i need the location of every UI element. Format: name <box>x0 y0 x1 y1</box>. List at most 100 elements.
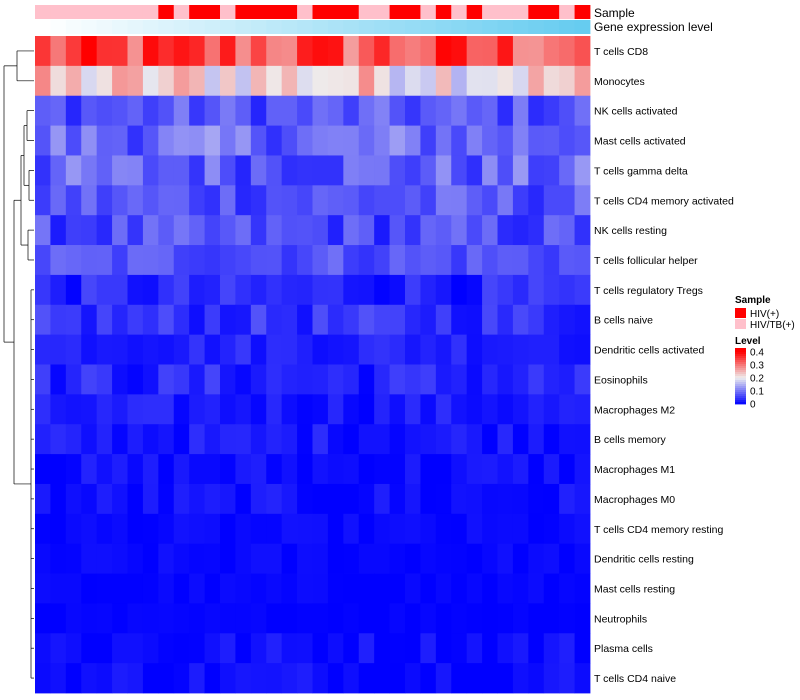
heatmap-cell <box>405 274 421 306</box>
heatmap-cell <box>466 125 483 156</box>
heatmap-cell <box>65 65 82 97</box>
heatmap-cell <box>327 454 344 485</box>
heatmap-cell <box>512 663 529 694</box>
heatmap-cell <box>405 125 421 156</box>
heatmap-cell <box>81 573 98 604</box>
heatmap-cell <box>112 603 128 634</box>
heatmap-cell <box>112 364 128 395</box>
heatmap-cell <box>250 394 267 425</box>
heatmap-cell <box>81 663 98 694</box>
heatmap-cell <box>512 245 529 276</box>
heatmap-cell <box>220 65 236 97</box>
heatmap-cell <box>358 483 375 515</box>
row-label: Mast cells activated <box>594 136 686 148</box>
heatmap-cell <box>142 513 159 545</box>
heatmap-cell <box>142 65 159 97</box>
heatmap-cell <box>96 95 113 126</box>
heatmap-cell <box>374 36 390 67</box>
heatmap-cell <box>512 424 529 455</box>
legend-sample-label-hiv: HIV(+) <box>750 309 779 320</box>
heatmap-cell <box>266 663 283 694</box>
heatmap-cell <box>512 454 529 485</box>
heatmap-cell <box>420 513 437 545</box>
heatmap-cell <box>96 274 113 306</box>
heatmap-cell <box>297 663 313 694</box>
heatmap-cell <box>297 274 313 306</box>
heatmap-cell <box>528 483 545 515</box>
heatmap-cell <box>35 424 51 455</box>
heatmap-cell <box>65 274 82 306</box>
heatmap-cell <box>96 603 113 634</box>
heatmap-cell <box>466 424 483 455</box>
heatmap-cell <box>435 185 452 216</box>
heatmap-cell <box>96 364 113 395</box>
heatmap-cell <box>528 245 545 276</box>
heatmap-cell <box>512 394 529 425</box>
heatmap-cell <box>343 454 360 485</box>
heatmap-cell <box>451 36 468 67</box>
heatmap-cell <box>266 424 283 455</box>
heatmap-cell <box>327 633 344 664</box>
heatmap-cell <box>158 36 175 67</box>
heatmap-cell <box>358 245 375 276</box>
heatmap-cell <box>482 364 498 395</box>
heatmap-cell <box>451 65 468 97</box>
sample-annotation-label: Sample <box>594 6 635 20</box>
heatmap-cell <box>204 603 221 634</box>
heatmap-cell <box>173 543 190 574</box>
heatmap-cell <box>250 304 267 336</box>
heatmap-cell <box>250 364 267 395</box>
heatmap-cell <box>96 65 113 97</box>
heatmap-cell <box>512 633 529 664</box>
legend-level-tick-label: 0 <box>750 400 756 411</box>
heatmap-cell <box>189 65 205 97</box>
heatmap-cell <box>343 483 360 515</box>
sample-annotation-cell <box>35 5 51 19</box>
heatmap-cell <box>358 185 375 216</box>
heatmap-cell <box>158 245 175 276</box>
heatmap-cell <box>220 155 236 186</box>
heatmap-cell <box>250 424 267 455</box>
heatmap-cell <box>158 454 175 485</box>
heatmap-cell <box>142 245 159 276</box>
legend-sample-title: Sample <box>735 295 771 306</box>
heatmap-cell <box>420 215 437 246</box>
heatmap-cell <box>297 424 313 455</box>
heatmap-cell <box>420 304 437 336</box>
heatmap-cell <box>374 245 390 276</box>
heatmap-cell <box>405 304 421 336</box>
heatmap-cell <box>466 245 483 276</box>
heatmap-cell <box>543 125 560 156</box>
heatmap-cell <box>204 155 221 186</box>
heatmap-cell <box>142 125 159 156</box>
heatmap-cell <box>389 424 406 455</box>
heatmap-cell <box>281 125 298 156</box>
heatmap-cell <box>374 543 390 574</box>
heatmap-cell <box>374 185 390 216</box>
heatmap-cell <box>65 334 82 365</box>
heatmap-cell <box>112 125 128 156</box>
legend-level-segment <box>735 376 746 379</box>
heatmap-cell <box>189 483 205 515</box>
sample-annotation-cell <box>420 5 437 19</box>
sample-annotation-cell <box>343 5 360 19</box>
heatmap-cell <box>158 155 175 186</box>
heatmap-cell <box>235 394 252 425</box>
heatmap-cell <box>528 36 545 67</box>
heatmap-cell <box>297 483 313 515</box>
sample-annotation-cell <box>389 5 406 19</box>
heatmap-cell <box>559 334 575 365</box>
heatmap-cell <box>420 274 437 306</box>
heatmap-cell <box>281 274 298 306</box>
sample-annotation-cell <box>173 5 190 19</box>
heatmap-cell <box>482 633 498 664</box>
heatmap-cell <box>343 95 360 126</box>
heatmap-cell <box>528 215 545 246</box>
heatmap-cell <box>297 185 313 216</box>
heatmap-cell <box>497 394 514 425</box>
heatmap-cell <box>189 185 205 216</box>
legend-level-segment <box>735 380 746 383</box>
gene-expression-cell <box>512 20 529 34</box>
heatmap-cell <box>297 603 313 634</box>
heatmap-cell <box>35 36 51 67</box>
